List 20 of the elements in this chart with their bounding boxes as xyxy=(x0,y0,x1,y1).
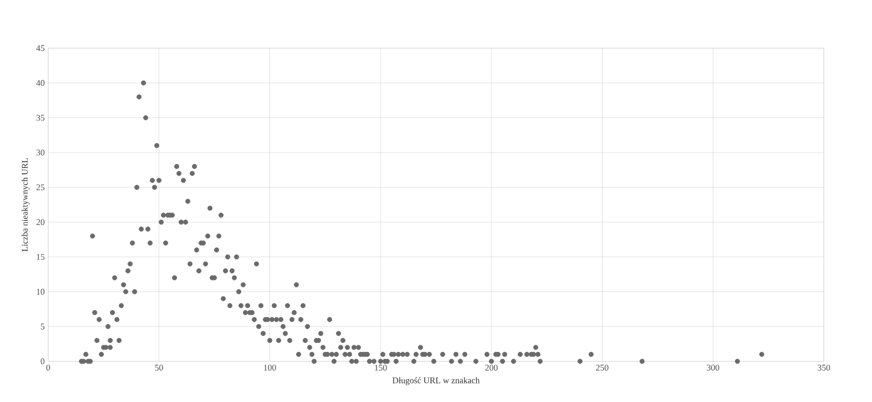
x-tick-label: 250 xyxy=(596,364,608,371)
y-tick-label: 0 xyxy=(40,358,44,364)
x-tick-label: 200 xyxy=(485,364,498,371)
y-axis-title: Liczba nieaktywnych URL xyxy=(22,158,30,252)
y-tick-label: 45 xyxy=(36,45,44,52)
x-tick-label: 300 xyxy=(706,364,720,371)
x-tick-label: 50 xyxy=(155,364,163,371)
x-tick-label: 350 xyxy=(818,364,830,371)
y-tick-label: 40 xyxy=(36,80,44,86)
y-tick-label: 5 xyxy=(40,324,44,330)
x-axis-title: Długość URL w znakach xyxy=(392,377,480,386)
y-tick-label: 10 xyxy=(36,288,44,295)
y-tick-label: 20 xyxy=(36,219,44,226)
y-tick-label: 15 xyxy=(36,254,44,260)
y-tick-label: 25 xyxy=(36,184,44,190)
x-tick-label: 0 xyxy=(46,364,50,371)
y-tick-label: 30 xyxy=(36,150,44,156)
y-tick-label: 35 xyxy=(36,114,44,121)
x-tick-label: 150 xyxy=(374,364,387,371)
x-tick-label: 100 xyxy=(264,364,276,371)
